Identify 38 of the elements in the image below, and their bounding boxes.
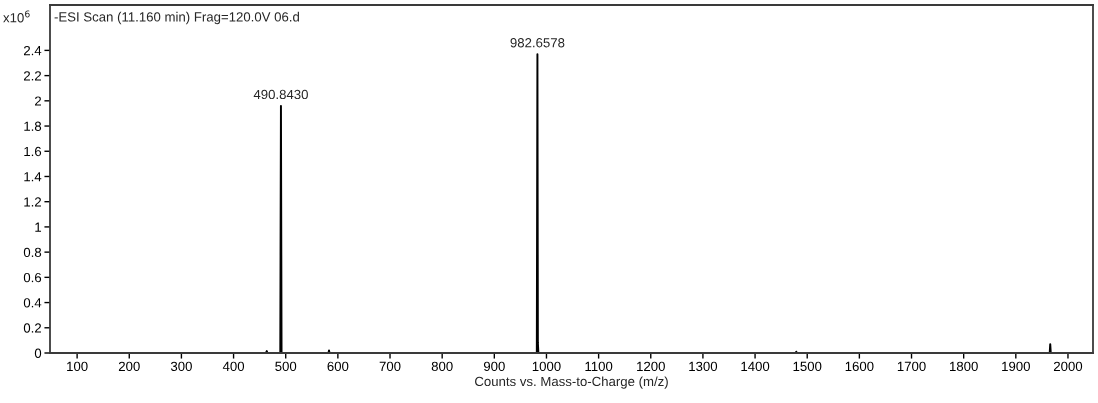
y-tick-label: 0.6 bbox=[23, 272, 42, 283]
x-tick-label: 1200 bbox=[637, 361, 665, 372]
y-tick-label: 2 bbox=[34, 96, 41, 106]
y-tick-label: 0 bbox=[34, 348, 42, 358]
chart-title: -ESI Scan (11.160 min) Frag=120.0V 06.d bbox=[54, 11, 299, 25]
x-tick-label: 1500 bbox=[793, 361, 822, 372]
annotation: 490.8430 bbox=[253, 89, 308, 100]
y-tick-label: 1.4 bbox=[24, 172, 42, 182]
x-tick-label: 400 bbox=[222, 361, 245, 372]
x-tick-label: 200 bbox=[118, 361, 140, 372]
x-tick-label: 300 bbox=[170, 361, 192, 372]
x-tick-label: 1100 bbox=[585, 361, 613, 372]
y-tick-label: 2.4 bbox=[23, 45, 42, 56]
x-tick-label: 1700 bbox=[897, 361, 926, 372]
y-tick-label: 1.6 bbox=[24, 146, 42, 157]
annotation: 982.6578 bbox=[510, 38, 565, 48]
x-tick-label: 1300 bbox=[689, 361, 718, 372]
x-tick-label: 900 bbox=[483, 361, 505, 372]
x-tick-label: 100 bbox=[67, 361, 88, 372]
x-tick-label: 600 bbox=[327, 361, 349, 372]
x-tick-label: 1400 bbox=[741, 361, 770, 372]
y-tick-label: 1.2 bbox=[24, 197, 42, 207]
x-tick-label: 2000 bbox=[1053, 361, 1083, 372]
x-tick-label: 700 bbox=[379, 361, 401, 372]
x-axis-title: Counts vs. Mass-to-Charge (m/z) bbox=[475, 376, 668, 389]
x-tick-label: 1000 bbox=[532, 361, 561, 372]
y-tick-label: 0.2 bbox=[23, 323, 42, 333]
x-tick-label: 1800 bbox=[950, 361, 978, 372]
y-tick-label: 0.8 bbox=[23, 247, 42, 258]
y-tick-label: 1 bbox=[35, 222, 42, 232]
y-tick-label: 0.4 bbox=[23, 298, 42, 308]
x-tick-label: 800 bbox=[431, 361, 453, 372]
x-tick-label: 1900 bbox=[1002, 361, 1030, 372]
x-tick-label: 500 bbox=[275, 361, 297, 372]
x-tick-label: 1600 bbox=[845, 361, 874, 372]
y-tick-label: 2.2 bbox=[23, 71, 42, 81]
y-axis-title: x10$^{6}$ bbox=[3, 10, 30, 23]
y-tick-label: 1.8 bbox=[24, 121, 42, 131]
